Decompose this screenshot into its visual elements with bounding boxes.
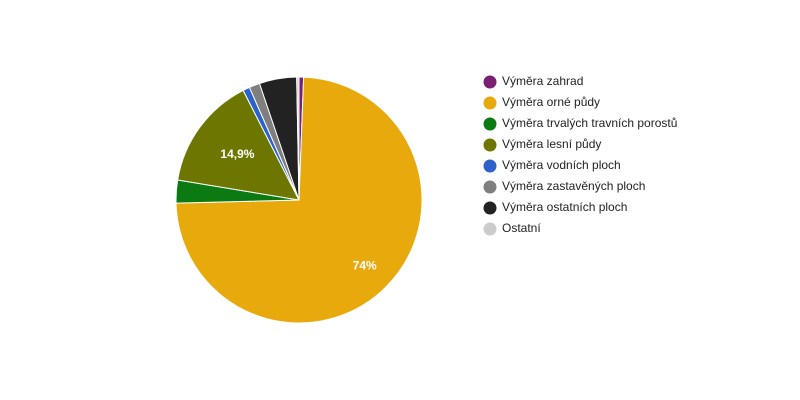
legend-label: Výměra zahrad — [502, 74, 583, 88]
legend-label: Výměra vodních ploch — [502, 158, 621, 172]
legend-marker — [483, 222, 497, 236]
legend-marker — [483, 117, 497, 131]
legend-label: Výměra lesní půdy — [502, 137, 601, 151]
legend-marker — [483, 75, 497, 89]
legend-marker — [483, 180, 497, 194]
legend-label: Výměra zastavěných ploch — [502, 179, 645, 193]
legend-marker — [483, 138, 497, 152]
legend-marker — [483, 201, 497, 215]
legend-label: Výměra orné půdy — [502, 95, 600, 109]
slice-label: 14,9% — [220, 147, 254, 161]
slice-label: 74% — [353, 259, 377, 273]
legend-marker — [483, 96, 497, 110]
legend-marker — [483, 159, 497, 173]
legend-label: Výměra trvalých travních porostů — [502, 116, 677, 130]
pie-slice — [296, 76, 300, 201]
legend-label: Výměra ostatních ploch — [502, 200, 627, 214]
legend-label: Ostatní — [502, 221, 541, 235]
pie-slice — [177, 89, 300, 201]
